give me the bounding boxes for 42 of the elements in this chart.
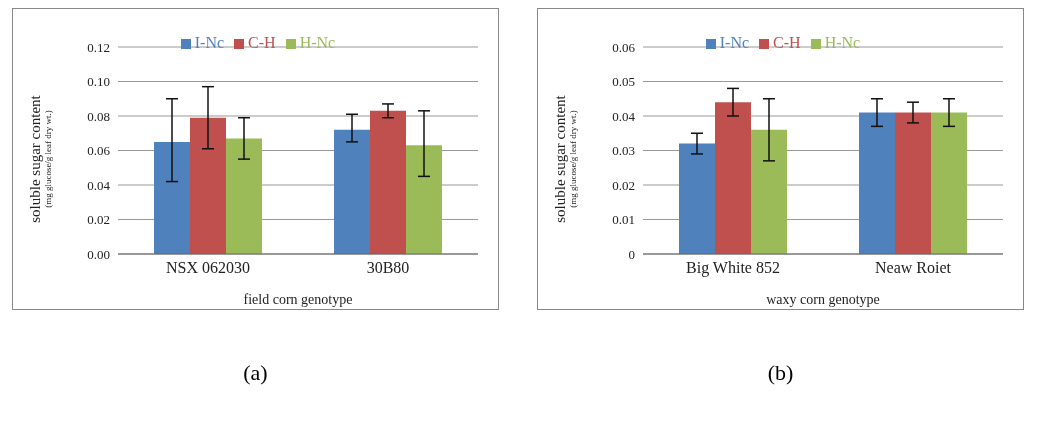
legend-label: H-Nc [824, 34, 861, 51]
y-tick-label: 0 [628, 246, 635, 262]
y-tick-label: 0.00 [87, 246, 110, 262]
legend-label: C-H [248, 34, 276, 51]
bar [370, 110, 406, 254]
y-tick-label: 0.10 [87, 74, 110, 90]
bar [190, 117, 226, 254]
y-tick-label: 0.04 [612, 108, 636, 124]
y-tick-label: 0.02 [87, 212, 110, 228]
y-axis-title: soluble sugar content (mg glucose/g leaf dry wt.) [553, 95, 579, 223]
bar [334, 129, 370, 254]
x-tick-label: 30B80 [366, 259, 410, 277]
y-tick-label: 0.04 [87, 177, 111, 193]
y-axis-title: soluble sugar content (mg glucose/g leaf dry wt.) [28, 95, 54, 223]
y-tick-label: 0.06 [87, 143, 111, 159]
y-tick-label: 0.12 [87, 39, 110, 55]
bar [751, 129, 787, 254]
bar [895, 112, 931, 254]
y-tick-label: 0.03 [612, 143, 635, 159]
text: (a) [243, 360, 268, 386]
y-tick-label: 0.02 [612, 177, 635, 193]
bar [859, 112, 895, 254]
x-tick-label: Neaw Roiet [875, 259, 952, 277]
y-tick-label: 0.01 [612, 212, 635, 228]
y-tick-label: 0.08 [87, 108, 110, 124]
bar [931, 112, 967, 254]
legend-label: C-H [773, 34, 801, 51]
legend-label: I-Nc [194, 34, 225, 51]
x-tick-label: NSX 062030 [165, 259, 251, 277]
bar [406, 145, 442, 254]
bar [679, 143, 715, 254]
x-axis-title: field corn genotype [243, 292, 353, 307]
x-tick-label: Big White 852 [686, 259, 780, 278]
legend-label: H-Nc [299, 34, 336, 51]
bar [154, 141, 190, 254]
y-tick-label: 0.05 [612, 74, 635, 90]
bar [715, 102, 751, 254]
y-tick-label: 0.06 [612, 39, 636, 55]
bar [226, 138, 262, 254]
x-axis-title: waxy corn genotype [766, 292, 880, 307]
text: (b) [767, 360, 794, 386]
legend-label: I-Nc [719, 34, 750, 51]
